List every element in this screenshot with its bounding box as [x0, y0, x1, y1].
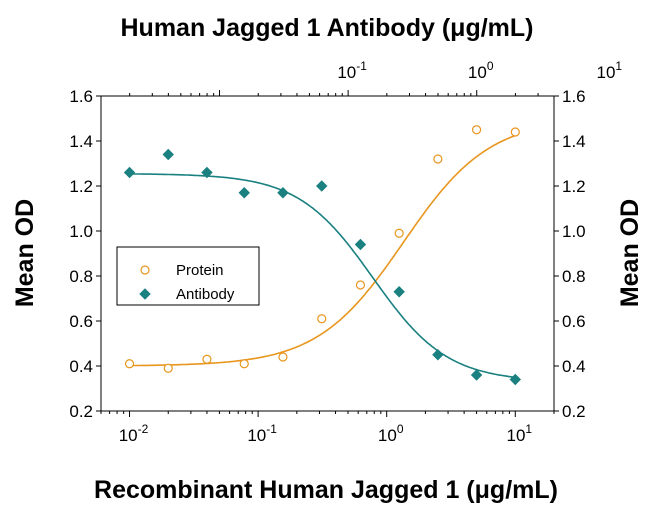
x-tick-label-top: 101	[596, 59, 622, 82]
x-tick-label-top: 10-1	[337, 59, 367, 82]
x-tick-label-bottom: 101	[506, 422, 532, 445]
data-point-antibody	[162, 148, 174, 161]
y-tick-label-left: 0.2	[69, 402, 93, 421]
data-point-antibody	[509, 373, 521, 386]
y-tick-label-right: 0.8	[562, 267, 586, 286]
y-tick-label-left: 1.2	[69, 177, 93, 196]
y-tick-label-right: 1.4	[562, 132, 586, 151]
data-point-antibody	[393, 286, 405, 298]
plot-frame	[100, 95, 555, 412]
right-y-axis-title: Mean OD	[616, 199, 644, 307]
data-point-protein	[355, 280, 366, 290]
y-tick-label-left: 1.4	[69, 132, 93, 151]
y-tick-label-right: 0.4	[562, 357, 586, 376]
data-point-protein	[317, 314, 327, 324]
data-point-antibody	[470, 369, 483, 381]
data-point-antibody	[201, 166, 213, 179]
data-point-protein	[202, 354, 212, 364]
data-point-antibody	[277, 187, 289, 199]
y-tick-label-right: 1.6	[562, 87, 586, 106]
x-tick-label-bottom: 100	[378, 422, 404, 445]
left-y-axis-title: Mean OD	[11, 199, 39, 307]
legend-label-protein: Protein	[176, 262, 224, 279]
x-tick-label-bottom: 10-1	[247, 422, 277, 445]
fit-curve-protein	[126, 133, 519, 367]
y-tick-label-left: 1.6	[69, 87, 93, 106]
data-point-protein	[510, 127, 520, 137]
data-point-antibody	[123, 166, 136, 179]
y-tick-label-right: 1.2	[562, 177, 586, 196]
y-tick-label-right: 0.2	[562, 402, 586, 421]
x-tick-label-bottom: 10-2	[119, 422, 149, 445]
data-point-antibody	[316, 180, 328, 192]
data-point-protein	[124, 359, 135, 369]
bottom-axis-title: Recombinant Human Jagged 1 (μg/mL)	[94, 476, 558, 504]
y-tick-label-left: 1.0	[69, 222, 93, 241]
y-tick-label-left: 0.4	[69, 357, 93, 376]
x-tick-label-top: 100	[468, 59, 494, 82]
plot-area: 0.2 0.2 0.4 0.4 0.6 0.6 0.8 0.8 1.0 1.0 1.2 1.2 1.4 1…	[69, 59, 622, 445]
y-tick-label-left: 0.8	[69, 267, 93, 286]
data-point-protein	[471, 125, 482, 135]
y-tick-label-right: 1.0	[562, 222, 586, 241]
data-point-protein	[239, 359, 249, 369]
data-point-protein	[163, 363, 173, 373]
legend-marker-protein	[140, 265, 150, 275]
legend: Protein Antibody	[116, 246, 260, 306]
fit-curve-antibody	[126, 173, 519, 379]
data-point-antibody	[354, 238, 367, 251]
data-point-antibody	[238, 187, 250, 199]
data-point-protein	[278, 352, 288, 362]
y-tick-label-left: 0.6	[69, 312, 93, 331]
y-tick-label-right: 0.6	[562, 312, 586, 331]
top-axis-title: Human Jagged 1 Antibody (μg/mL)	[121, 14, 534, 42]
legend-marker-antibody	[139, 288, 151, 300]
data-point-protein	[433, 154, 443, 164]
legend-label-antibody: Antibody	[176, 286, 235, 303]
data-point-protein	[394, 228, 404, 238]
data-point-antibody	[432, 349, 444, 361]
